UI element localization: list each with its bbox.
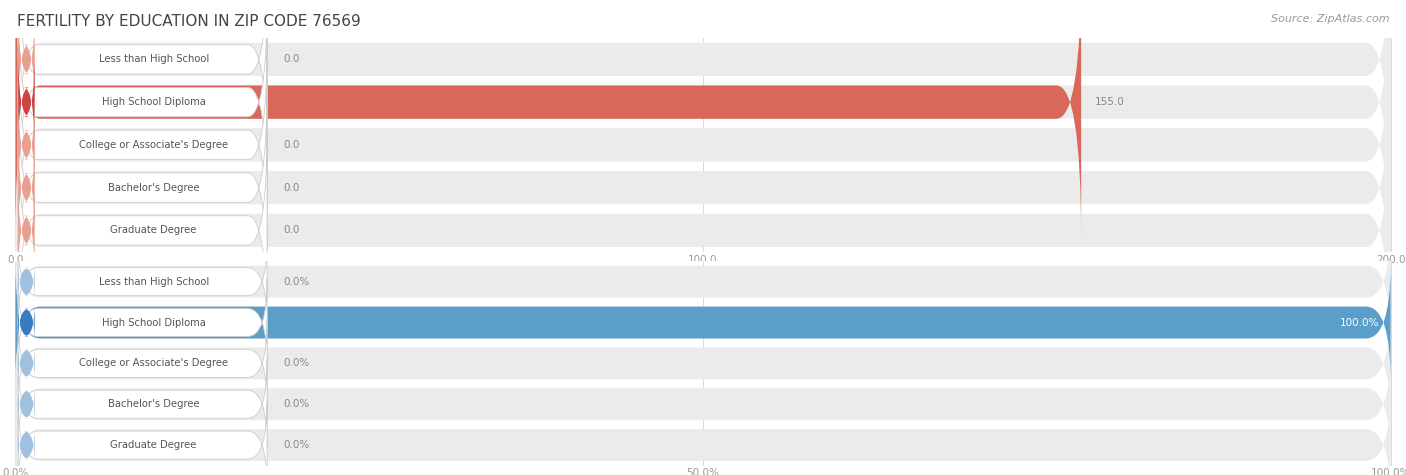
FancyBboxPatch shape <box>18 6 35 113</box>
Text: Source: ZipAtlas.com: Source: ZipAtlas.com <box>1271 14 1389 24</box>
FancyBboxPatch shape <box>18 125 267 335</box>
FancyBboxPatch shape <box>18 0 267 207</box>
FancyBboxPatch shape <box>18 177 35 284</box>
Text: Less than High School: Less than High School <box>98 54 208 65</box>
FancyBboxPatch shape <box>15 0 1081 239</box>
FancyBboxPatch shape <box>15 265 1391 380</box>
FancyBboxPatch shape <box>18 320 267 407</box>
FancyBboxPatch shape <box>18 279 267 366</box>
FancyBboxPatch shape <box>15 306 1391 421</box>
FancyBboxPatch shape <box>18 263 35 300</box>
FancyBboxPatch shape <box>18 0 267 164</box>
FancyBboxPatch shape <box>18 91 35 199</box>
Text: 0.0%: 0.0% <box>284 358 309 369</box>
FancyBboxPatch shape <box>15 0 1391 239</box>
Text: 0.0%: 0.0% <box>284 276 309 287</box>
Text: 100.0%: 100.0% <box>1340 317 1379 328</box>
Text: Bachelor's Degree: Bachelor's Degree <box>108 399 200 409</box>
Text: College or Associate's Degree: College or Associate's Degree <box>79 140 228 150</box>
FancyBboxPatch shape <box>15 265 1391 380</box>
FancyBboxPatch shape <box>18 134 35 241</box>
FancyBboxPatch shape <box>15 388 1391 475</box>
Text: 0.0%: 0.0% <box>284 440 309 450</box>
Text: 0.0: 0.0 <box>284 182 299 193</box>
FancyBboxPatch shape <box>15 0 1391 197</box>
FancyBboxPatch shape <box>15 93 1391 368</box>
FancyBboxPatch shape <box>18 83 267 293</box>
Text: 0.0: 0.0 <box>284 225 299 236</box>
FancyBboxPatch shape <box>15 8 1391 282</box>
FancyBboxPatch shape <box>18 238 267 325</box>
FancyBboxPatch shape <box>15 347 1391 462</box>
Text: College or Associate's Degree: College or Associate's Degree <box>79 358 228 369</box>
FancyBboxPatch shape <box>18 345 35 382</box>
Text: 0.0: 0.0 <box>284 140 299 150</box>
FancyBboxPatch shape <box>15 50 1391 325</box>
Text: FERTILITY BY EDUCATION IN ZIP CODE 76569: FERTILITY BY EDUCATION IN ZIP CODE 76569 <box>17 14 360 29</box>
Text: High School Diploma: High School Diploma <box>101 317 205 328</box>
FancyBboxPatch shape <box>15 224 1391 339</box>
Text: High School Diploma: High School Diploma <box>101 97 205 107</box>
Text: Less than High School: Less than High School <box>98 276 208 287</box>
Text: Graduate Degree: Graduate Degree <box>111 225 197 236</box>
FancyBboxPatch shape <box>18 361 267 447</box>
FancyBboxPatch shape <box>18 386 35 423</box>
FancyBboxPatch shape <box>18 40 267 250</box>
FancyBboxPatch shape <box>18 427 35 464</box>
FancyBboxPatch shape <box>18 48 35 156</box>
Text: Bachelor's Degree: Bachelor's Degree <box>108 182 200 193</box>
Text: 0.0%: 0.0% <box>284 399 309 409</box>
FancyBboxPatch shape <box>18 402 267 475</box>
FancyBboxPatch shape <box>18 304 35 341</box>
Text: 155.0: 155.0 <box>1095 97 1125 107</box>
Text: Graduate Degree: Graduate Degree <box>111 440 197 450</box>
Text: 0.0: 0.0 <box>284 54 299 65</box>
